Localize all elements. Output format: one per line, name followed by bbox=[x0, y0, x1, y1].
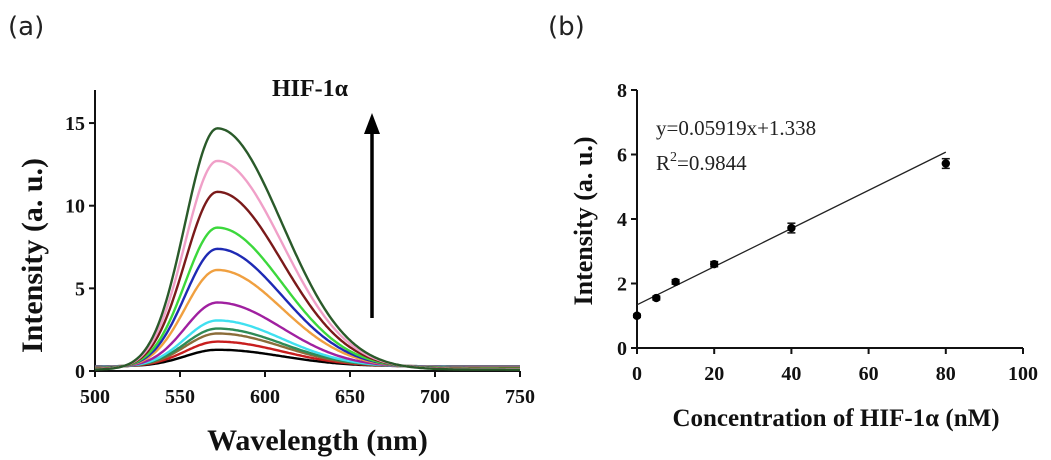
y-axis-title: Intensity (a. u.) bbox=[569, 136, 598, 305]
y-axis-title: Intensity (a. u.) bbox=[16, 158, 49, 353]
panel-b-label: (b) bbox=[548, 12, 585, 42]
x-tick-label: 500 bbox=[80, 386, 110, 408]
y-tick-label: 6 bbox=[617, 145, 627, 167]
increase-arrow-head bbox=[364, 113, 380, 134]
r-squared-exponent: 2 bbox=[670, 150, 677, 165]
fit-equation: y=0.05919x+1.338 bbox=[656, 116, 816, 140]
x-tick-label: 650 bbox=[335, 386, 365, 408]
x-tick-label: 700 bbox=[420, 386, 450, 408]
r-squared-symbol: R bbox=[656, 151, 670, 175]
x-axis-title: Wavelength (nm) bbox=[207, 424, 428, 457]
data-point bbox=[787, 223, 796, 233]
y-tick-label: 4 bbox=[617, 209, 627, 231]
x-tick-label: 20 bbox=[704, 363, 724, 385]
x-tick-label: 600 bbox=[250, 386, 280, 408]
x-tick-label: 80 bbox=[936, 363, 956, 385]
x-tick-label: 750 bbox=[505, 386, 535, 408]
data-point bbox=[632, 311, 642, 320]
y-tick-label: 2 bbox=[617, 274, 627, 296]
x-tick-label: 0 bbox=[632, 363, 642, 385]
y-tick-label: 0 bbox=[617, 338, 627, 360]
spectrum-line-12 bbox=[94, 127, 520, 371]
y-tick-label: 8 bbox=[617, 80, 627, 102]
y-tick-label: 15 bbox=[65, 113, 85, 135]
x-tick-label: 40 bbox=[781, 363, 801, 385]
r-squared: R2=0.9844 bbox=[656, 150, 747, 175]
data-point bbox=[671, 277, 680, 287]
x-tick-label: 60 bbox=[859, 363, 879, 385]
annotation-label: HIF-1α bbox=[272, 76, 349, 102]
data-point bbox=[710, 259, 719, 269]
r-squared-value: =0.9844 bbox=[677, 151, 747, 175]
panel-a-label: (a) bbox=[8, 12, 45, 42]
y-tick-label: 5 bbox=[75, 278, 85, 300]
x-axis-title: Concentration of HIF-1α (nM) bbox=[672, 405, 999, 432]
x-tick-label: 550 bbox=[165, 386, 195, 408]
data-point bbox=[652, 293, 661, 303]
y-tick-label: 0 bbox=[75, 361, 85, 383]
x-tick-label: 100 bbox=[1008, 363, 1038, 385]
data-point bbox=[941, 159, 950, 168]
y-tick-label: 10 bbox=[65, 196, 85, 218]
